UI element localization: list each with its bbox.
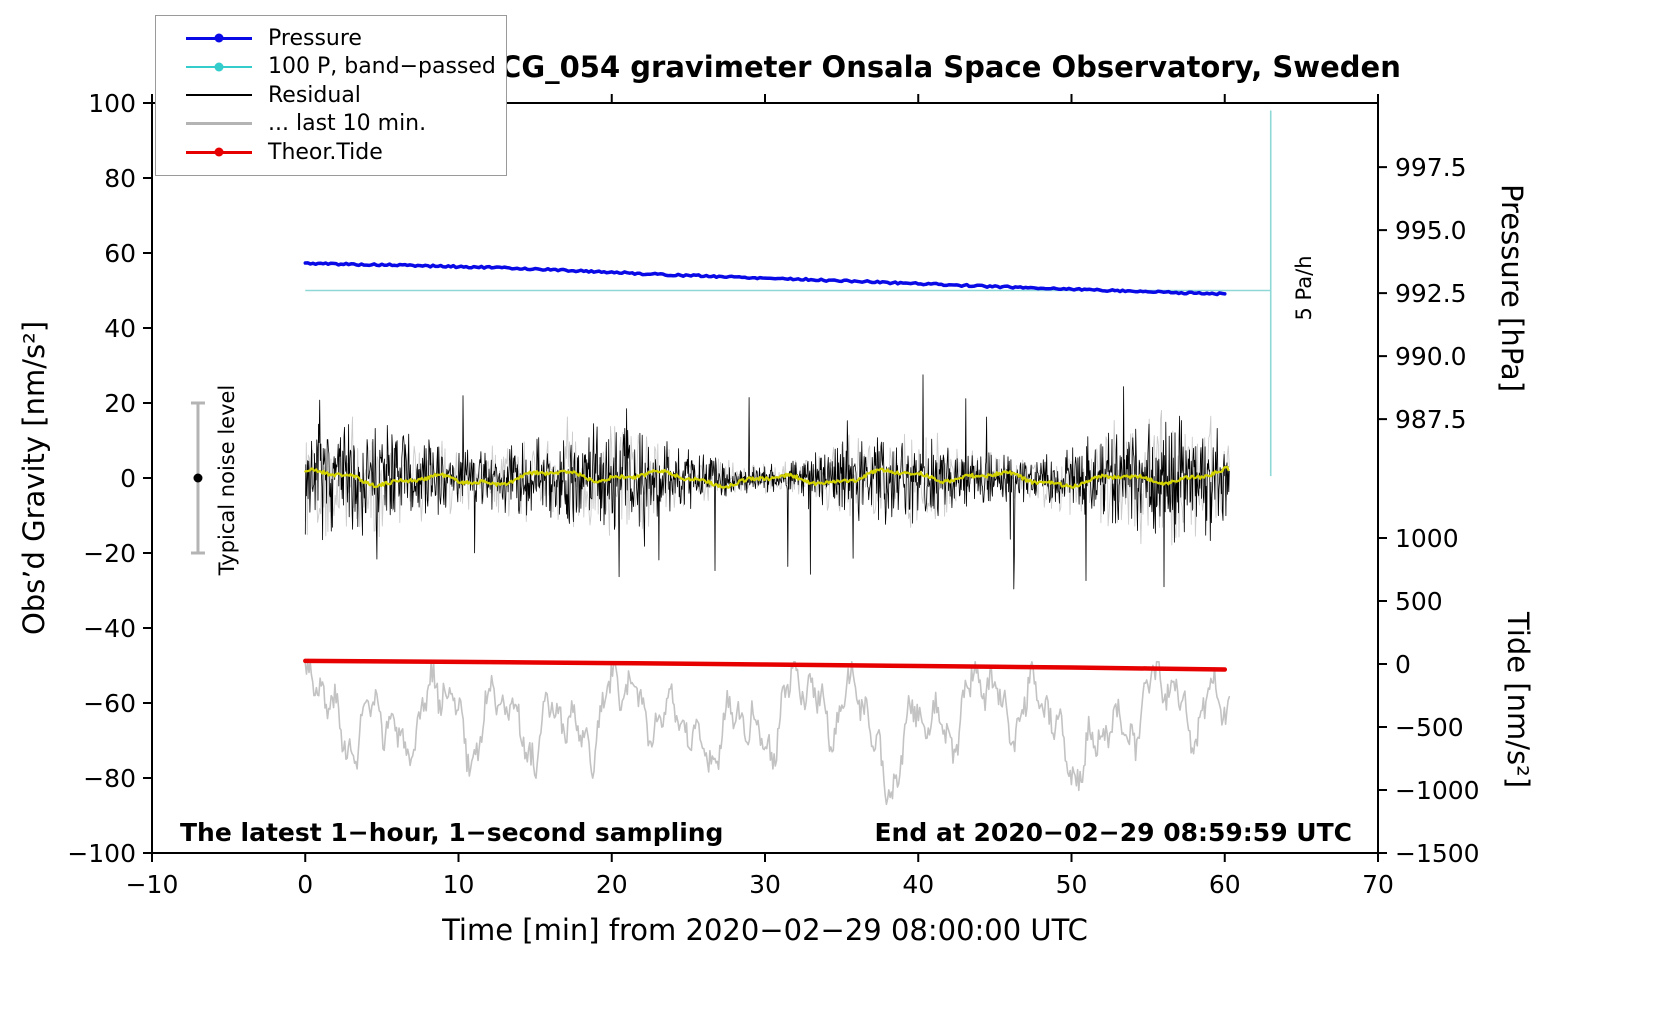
legend-line-sample — [186, 122, 252, 126]
pressure-axis-label: Pressure [hPa] — [1495, 183, 1529, 393]
legend-item: Theor.Tide — [156, 138, 506, 167]
legend-item: Residual — [156, 81, 506, 110]
legend-line-sample — [186, 62, 252, 72]
legend-marker-dot — [214, 147, 224, 157]
x-tick-label: 50 — [1056, 870, 1088, 899]
plot-series — [303, 110, 1272, 806]
legend-label: Theor.Tide — [268, 139, 383, 165]
legend-line-sample — [186, 94, 252, 97]
gravity-tick-label: 0 — [120, 464, 136, 493]
pressure-rate-label: 5 Pa/h — [1292, 255, 1316, 321]
gravity-tick-label: 80 — [104, 164, 136, 193]
last10-detrended-series — [304, 661, 1231, 806]
legend: Pressure 100 P, band−passed Residual ... la… — [155, 15, 507, 176]
pressure-tick-label: 987.5 — [1395, 405, 1467, 434]
theor-tide-series — [303, 658, 1228, 672]
tide-tick-label: 500 — [1395, 587, 1443, 616]
gravity-tick-label: 100 — [88, 89, 136, 118]
x-tick-label: 60 — [1209, 870, 1241, 899]
tide-tick-label: 0 — [1395, 650, 1411, 679]
legend-item: ... last 10 min. — [156, 110, 506, 139]
gravity-axis-label: Obs’d Gravity [nm/s²] — [17, 320, 51, 636]
gravity-tick-label: 60 — [104, 239, 136, 268]
end-time-note: End at 2020−02−29 08:59:59 UTC — [874, 818, 1352, 847]
legend-line-sample — [186, 33, 252, 43]
gravity-tick-label: −40 — [83, 614, 136, 643]
tide-tick-label: −500 — [1395, 713, 1464, 742]
tide-tick-label: −1000 — [1395, 776, 1480, 805]
x-tick-label: 40 — [902, 870, 934, 899]
legend-line-sample — [186, 147, 252, 157]
legend-label: Pressure — [268, 25, 362, 51]
x-tick-label: 20 — [596, 870, 628, 899]
pressure-tick-label: 995.0 — [1395, 216, 1467, 245]
band-passed-pressure-series — [304, 465, 1230, 489]
gravity-tick-label: −60 — [83, 689, 136, 718]
gravity-tick-label: −100 — [67, 839, 136, 868]
pressure-tick-label: 990.0 — [1395, 342, 1467, 371]
pressure-tick-label: 992.5 — [1395, 279, 1467, 308]
gravity-tick-label: 20 — [104, 389, 136, 418]
gravity-tick-label: −80 — [83, 764, 136, 793]
tide-axis-label: Tide [nm/s²] — [1501, 611, 1535, 789]
x-tick-label: 10 — [443, 870, 475, 899]
x-tick-label: 0 — [297, 870, 313, 899]
legend-marker-dot — [214, 62, 224, 72]
x-tick-label: −10 — [126, 870, 179, 899]
residual-series — [304, 374, 1230, 590]
x-tick-label: 30 — [749, 870, 781, 899]
legend-marker-dot — [214, 33, 224, 43]
axes: −10 0 10 20 30 40 50 60 70−100−80−60−40−20020406… — [67, 89, 1479, 899]
sampling-note: The latest 1−hour, 1−second sampling — [180, 818, 724, 847]
noise-level-dot — [193, 473, 203, 483]
x-tick-label: 70 — [1362, 870, 1394, 899]
noise-level-label: Typical noise level — [215, 384, 239, 576]
pressure-series — [303, 261, 1227, 297]
legend-label: ... last 10 min. — [268, 111, 427, 137]
chart-title: SCG_054 gravimeter Onsala Space Observat… — [479, 50, 1401, 84]
tide-tick-label: 1000 — [1395, 524, 1459, 553]
legend-label: Residual — [268, 82, 361, 108]
tide-tick-label: −1500 — [1395, 839, 1480, 868]
legend-label: 100 P, band−passed — [268, 54, 496, 80]
legend-item: Pressure — [156, 24, 506, 53]
gravity-tick-label: −20 — [83, 539, 136, 568]
noise-level-indicator — [190, 401, 205, 555]
gravity-tick-label: 40 — [104, 314, 136, 343]
legend-item: 100 P, band−passed — [156, 53, 506, 82]
time-axis-label: Time [min] from 2020−02−29 08:00:00 UTC — [442, 913, 1088, 947]
pressure-tick-label: 997.5 — [1395, 153, 1467, 182]
